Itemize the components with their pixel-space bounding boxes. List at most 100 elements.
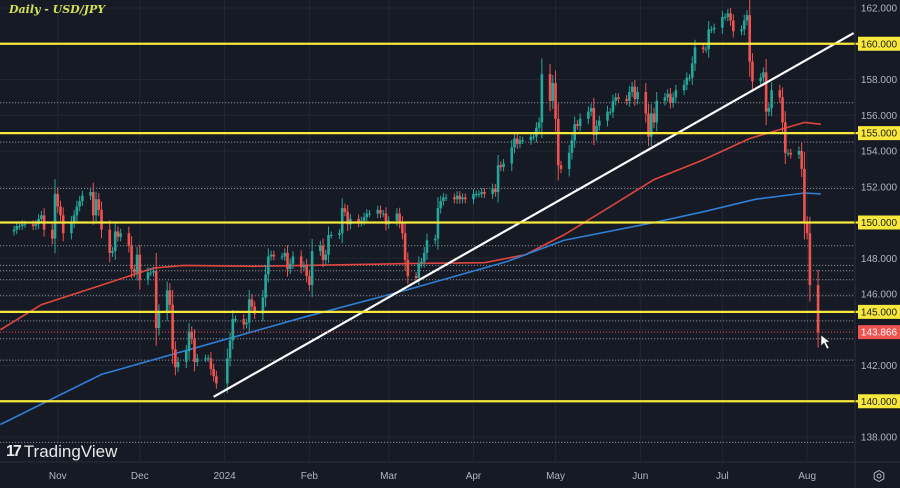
candle-body [611, 100, 615, 112]
tradingview-logo[interactable]: 17 TradingView [6, 442, 117, 462]
candle [190, 326, 194, 345]
candle-body [589, 108, 593, 112]
time-axis-tick: Aug [798, 471, 816, 482]
candle-body [152, 270, 155, 273]
candle-body [31, 224, 35, 227]
candle-body [499, 165, 503, 168]
candle-body [628, 92, 631, 101]
candle [513, 132, 516, 154]
candle [204, 354, 207, 362]
candle-body [280, 256, 284, 258]
candle [729, 8, 732, 26]
candle-body [338, 233, 341, 236]
candle [250, 294, 254, 312]
candle-body [554, 83, 557, 119]
candle-body [250, 299, 254, 307]
candle-body [406, 260, 410, 277]
candle [234, 315, 237, 323]
candle [272, 250, 276, 261]
time-axis-tick: Dec [131, 471, 149, 482]
candle [70, 216, 73, 240]
candle-body [228, 340, 232, 359]
candle [302, 261, 306, 272]
candle-body [663, 97, 667, 101]
candle [732, 14, 735, 38]
candle [18, 222, 21, 230]
candle [138, 244, 142, 290]
candle [425, 233, 429, 260]
candle-body [710, 29, 713, 31]
mouse-cursor-icon [820, 334, 831, 350]
candle [357, 214, 360, 227]
candle [116, 226, 120, 242]
candle-body [740, 29, 743, 32]
candle-body [636, 92, 639, 100]
candle [764, 58, 768, 126]
price-axis-tick: 152.000 [861, 182, 898, 193]
candle-body [633, 86, 637, 100]
candle-body [92, 192, 95, 216]
candle-body [401, 222, 404, 234]
candle-body [261, 297, 265, 314]
candle [458, 191, 462, 204]
candle [444, 193, 448, 202]
candle [327, 226, 330, 264]
candle [269, 250, 273, 261]
candle [406, 252, 410, 284]
candle [319, 240, 322, 257]
candle [78, 196, 81, 212]
candle [630, 81, 634, 97]
candle-body [242, 319, 246, 325]
candle-body [365, 213, 369, 218]
candle [767, 103, 771, 117]
candle-body [671, 97, 675, 103]
candle-body [748, 15, 752, 62]
candle [685, 72, 689, 91]
candle-body [376, 209, 380, 214]
candle-body [666, 93, 669, 98]
candle-body [302, 265, 306, 268]
candle [693, 39, 697, 72]
candle-body [548, 74, 552, 101]
candle-body [439, 201, 442, 209]
candle-body [576, 124, 579, 126]
candle-body [669, 93, 672, 103]
candle [666, 89, 669, 102]
candle [72, 209, 76, 228]
candle-body [403, 233, 407, 261]
candle [343, 203, 347, 217]
candle-body [559, 165, 563, 169]
candle [346, 205, 349, 231]
candle-body [395, 213, 399, 221]
candle-body [190, 331, 194, 339]
candle-body [379, 209, 382, 214]
settings-gear-icon[interactable] [873, 470, 885, 482]
candle [324, 249, 328, 265]
candle-body [474, 193, 478, 195]
candle-body [816, 285, 820, 333]
candle [420, 257, 423, 268]
candle-body [212, 369, 215, 377]
candle [185, 344, 188, 369]
candle-body [510, 147, 514, 164]
candle [113, 222, 117, 260]
candle-body [53, 193, 57, 239]
candle-body [472, 193, 475, 200]
candle-body [362, 217, 366, 221]
candle-body [540, 74, 544, 123]
candle-body [732, 20, 735, 32]
candle-body [805, 222, 809, 234]
candle-body [324, 254, 328, 261]
candle [12, 225, 16, 236]
candle [712, 23, 716, 34]
candle [453, 193, 456, 204]
candle-body [515, 138, 519, 144]
candle [61, 207, 65, 242]
candle [286, 245, 289, 277]
candle [625, 95, 628, 105]
candle-body [461, 197, 464, 200]
candle-body [803, 168, 806, 223]
candle-body [723, 16, 727, 18]
candle-body [381, 213, 385, 215]
